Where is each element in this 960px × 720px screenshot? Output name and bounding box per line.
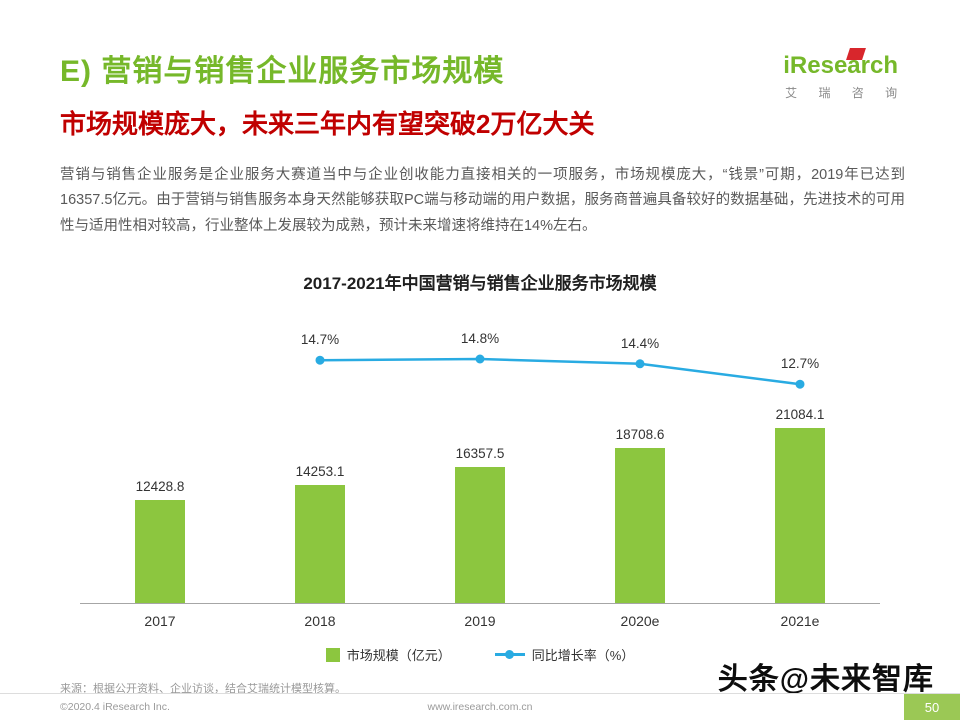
legend-bar-label: 市场规模（亿元）	[346, 648, 451, 664]
bar-value-label: 18708.6	[615, 427, 665, 443]
footer: ©2020.4 iResearch Inc. www.iresearch.com…	[0, 693, 960, 720]
bar-value-label: 21084.1	[775, 407, 825, 423]
chart-column: 21084.1	[720, 407, 880, 604]
chart-plot: 12428.8 14253.1 16357.5 18708.6 21084.1 14.7…	[80, 304, 880, 605]
chart-column: 16357.5	[400, 407, 560, 604]
chart-columns: 12428.8 14253.1 16357.5 18708.6 21084.1	[80, 407, 880, 604]
x-axis-label: 2020e	[620, 613, 660, 630]
chart-column: 14253.1	[240, 407, 400, 604]
growth-line	[319, 357, 801, 386]
x-axis-label: 2021e	[780, 613, 820, 630]
logo-brand-text: iResearch	[783, 52, 898, 79]
legend-item-market-size: 市场规模（亿元）	[325, 645, 451, 664]
page-subtitle: 市场规模庞大，未来三年内有望突破2万亿大关	[60, 109, 595, 139]
watermark-text: 头条@未来智库	[717, 663, 934, 696]
growth-point-label: 14.7%	[301, 332, 339, 347]
bar	[615, 448, 665, 604]
x-axis-label: 2018	[304, 613, 336, 630]
bar	[455, 467, 505, 604]
legend-line-swatch-icon	[494, 650, 525, 660]
footer-copyright: ©2020.4 iResearch Inc.	[60, 701, 170, 713]
growth-point	[635, 359, 645, 369]
footer-site-url: www.iresearch.com.cn	[427, 701, 533, 713]
chart-legend: 市场规模（亿元） 同比增长率（%）	[0, 645, 960, 664]
logo-caption: 艾 瑞 咨 询	[785, 86, 907, 100]
body-paragraph: 营销与销售企业服务是企业服务大赛道当中与企业创收能力直接相关的一项服务，市场规模…	[60, 167, 905, 234]
page-title: E) 营销与销售企业服务市场规模	[60, 55, 505, 88]
chart-x-axis: 2017 2018 2019 2020e 2021e	[80, 604, 880, 629]
chart-column: 12428.8	[80, 407, 240, 604]
growth-point	[795, 379, 805, 389]
growth-point	[315, 355, 325, 365]
legend-item-growth-rate: 同比增长率（%）	[494, 645, 635, 664]
growth-point-label: 14.4%	[621, 336, 659, 351]
growth-point-label: 12.7%	[781, 356, 819, 371]
bar-value-label: 16357.5	[455, 446, 505, 462]
bar-value-label: 12428.8	[135, 479, 185, 495]
growth-point	[475, 354, 485, 364]
page-number: 50	[904, 694, 960, 720]
chart-title: 2017-2021年中国营销与销售企业服务市场规模	[303, 274, 657, 294]
growth-line-svg: 14.7% 14.8% 14.4% 12.7%	[301, 331, 819, 389]
x-axis-label: 2019	[464, 613, 496, 630]
bar	[295, 485, 345, 604]
chart-column: 18708.6	[560, 407, 720, 604]
growth-point-label: 14.8%	[461, 331, 499, 346]
source-note: 来源：根据公开资料、企业访谈，结合艾瑞统计模型核算。	[60, 683, 346, 696]
bar-value-label: 14253.1	[295, 464, 345, 480]
iresearch-logo: iResearch 艾 瑞 咨 询	[783, 48, 908, 101]
bar	[135, 500, 185, 604]
legend-line-label: 同比增长率（%）	[531, 648, 635, 664]
x-axis-label: 2017	[144, 613, 176, 630]
bar	[775, 428, 825, 604]
legend-bar-swatch-icon	[325, 647, 340, 662]
